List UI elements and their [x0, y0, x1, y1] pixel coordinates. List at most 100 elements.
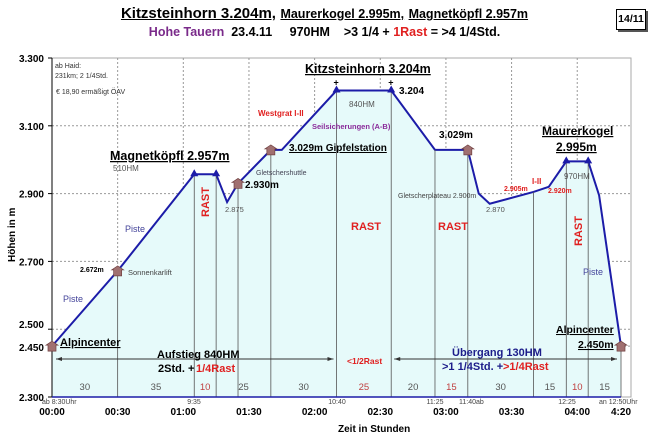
hut-icon: [613, 340, 629, 352]
tour-number-badge: 14/11: [616, 9, 646, 30]
date: 23.4.11: [231, 25, 273, 39]
title-kitzsteinhorn: Kitzsteinhorn 3.204m,: [120, 5, 276, 22]
arrowhead: [611, 357, 617, 361]
segment-duration: 30: [298, 382, 309, 393]
summit-cross-icon: +: [388, 78, 393, 88]
y-tick-label: 2.450: [19, 343, 44, 354]
segment-duration: 10: [572, 382, 583, 393]
arrowhead: [394, 357, 401, 361]
clock-time: 12:25: [558, 399, 576, 406]
clock-time: 11:40ab: [459, 399, 484, 406]
label-2672: 2.672m: [80, 267, 104, 274]
segment-duration: 30: [80, 382, 91, 393]
x-tick-label: 01:30: [236, 407, 262, 418]
summit-marker-icon: [332, 85, 341, 93]
label-seilsicherungen: Seilsicherungen (A-B): [312, 122, 391, 131]
x-tick-label: 03:30: [499, 407, 525, 418]
summit-marker-icon: [387, 85, 396, 93]
label-alpincenter-start: Alpincenter: [60, 337, 121, 349]
region: Hohe Tauern: [148, 25, 225, 39]
label-aufstieg-rast: 1/4Rast: [196, 363, 235, 375]
label-kitzsteinhorn: Kitzsteinhorn 3.204m: [305, 62, 431, 76]
label-510hm: 510HM: [113, 164, 139, 173]
clock-time: 11:25: [427, 399, 444, 406]
label-magnetkoepfl: Magnetköpfl 2.957m: [110, 149, 229, 163]
clock-time: 10:40: [328, 399, 346, 406]
chart-title: Kitzsteinhorn 3.204m, Maurerkogel 2.995m…: [0, 5, 649, 23]
label-3029: 3.029m: [439, 130, 473, 141]
clock-time: 9:35: [187, 399, 201, 406]
label-maurerkogel: Maurerkogel: [542, 124, 613, 138]
x-tick-label: 4:20: [611, 407, 631, 418]
segment-duration: 15: [545, 382, 556, 393]
label-970hm: 970HM: [564, 172, 590, 181]
label-2920: 2.920m: [548, 188, 572, 195]
x-tick-label: 02:00: [302, 407, 328, 418]
y-tick-label: 2.300: [19, 393, 44, 404]
label-2450: 2.450m: [578, 339, 614, 351]
label-2930: 2.930m: [245, 180, 279, 191]
segment-duration: 25: [359, 382, 370, 393]
title-magnetkoepfl: Magnetköpfl 2.957m: [408, 7, 529, 21]
summit-marker-icon: [190, 169, 199, 177]
label-westgrat: Westgrat I-II: [258, 109, 304, 118]
label-piste: Piste: [583, 267, 603, 277]
y-tick-label: 2.700: [19, 257, 44, 268]
x-tick-label: 04:00: [564, 407, 590, 418]
label-uebergang-rast: >1/4Rast: [503, 361, 549, 373]
time-walk: >3 1/4 +: [343, 25, 390, 39]
summit-cross-icon: +: [334, 78, 339, 88]
segment-duration: 20: [408, 382, 419, 393]
label-piste: Piste: [63, 294, 83, 304]
x-axis-label: Zeit in Stunden: [338, 424, 410, 435]
label-sonnenkarlift: Sonnenkarlift: [128, 268, 173, 277]
label-half-rast: <1/2Rast: [347, 356, 382, 366]
clock-time: an 12:50Uhr: [599, 399, 638, 406]
label-gletscherplateau: Gletscherplateau 2.900m: [398, 193, 476, 200]
segment-duration: 30: [495, 382, 506, 393]
title-maurerkogel: Maurerkogel 2.995m,: [280, 7, 405, 21]
label-2875: 2.875: [225, 205, 244, 214]
hut-icon: [263, 144, 279, 156]
x-tick-label: 00:30: [105, 407, 131, 418]
total-hm: 970HM: [289, 25, 330, 39]
label-uebergang: Übergang 130HM: [452, 346, 542, 359]
y-tick-label: 2.500: [19, 320, 44, 331]
label-gletschershuttle: Gletschershuttle: [256, 170, 307, 177]
clock-time: ab 8:30Uhr: [42, 399, 77, 406]
segment-duration: 10: [200, 382, 211, 393]
segment-duration: 25: [238, 382, 249, 393]
hut-icon: [44, 340, 60, 352]
label-grade: I-II: [532, 177, 541, 186]
hut-icon: [230, 178, 246, 189]
segment-duration: 15: [599, 382, 610, 393]
label-rast: RAST: [351, 221, 381, 233]
label-uebergang-time: >1 1/4Std. +: [442, 361, 503, 373]
y-tick-label: 3.300: [19, 54, 44, 65]
time-rest: 1Rast: [393, 25, 428, 39]
label-alpincenter-end: Alpincenter: [556, 324, 614, 336]
label-840hm: 840HM: [349, 100, 375, 109]
x-tick-label: 02:30: [367, 407, 393, 418]
label-2870: 2.870: [486, 205, 505, 214]
label-rast: RAST: [438, 221, 468, 233]
label-2905: 2.905m: [504, 186, 528, 193]
label-3204: 3.204: [399, 86, 424, 97]
label-gipfelstation: 3.029m Gipfelstation: [289, 143, 387, 154]
label-piste: Piste: [125, 224, 145, 234]
profile-line: [51, 89, 622, 347]
arrowhead: [327, 357, 334, 361]
label-rast: RAST: [200, 187, 212, 217]
segment-duration: 35: [151, 382, 162, 393]
hut-icon: [110, 265, 125, 277]
time-total: = >4 1/4Std.: [430, 25, 501, 39]
summit-marker-icon: [212, 169, 221, 177]
x-tick-label: 01:00: [171, 407, 197, 418]
segment-duration: 15: [446, 382, 457, 393]
chart-subtitle: Hohe Tauern 23.4.11 970HM >3 1/4 + 1Rast…: [0, 25, 649, 39]
y-tick-label: 2.900: [19, 190, 44, 201]
x-tick-label: 00:00: [39, 407, 65, 418]
summit-marker-icon: [584, 156, 593, 164]
x-tick-label: 03:00: [433, 407, 459, 418]
